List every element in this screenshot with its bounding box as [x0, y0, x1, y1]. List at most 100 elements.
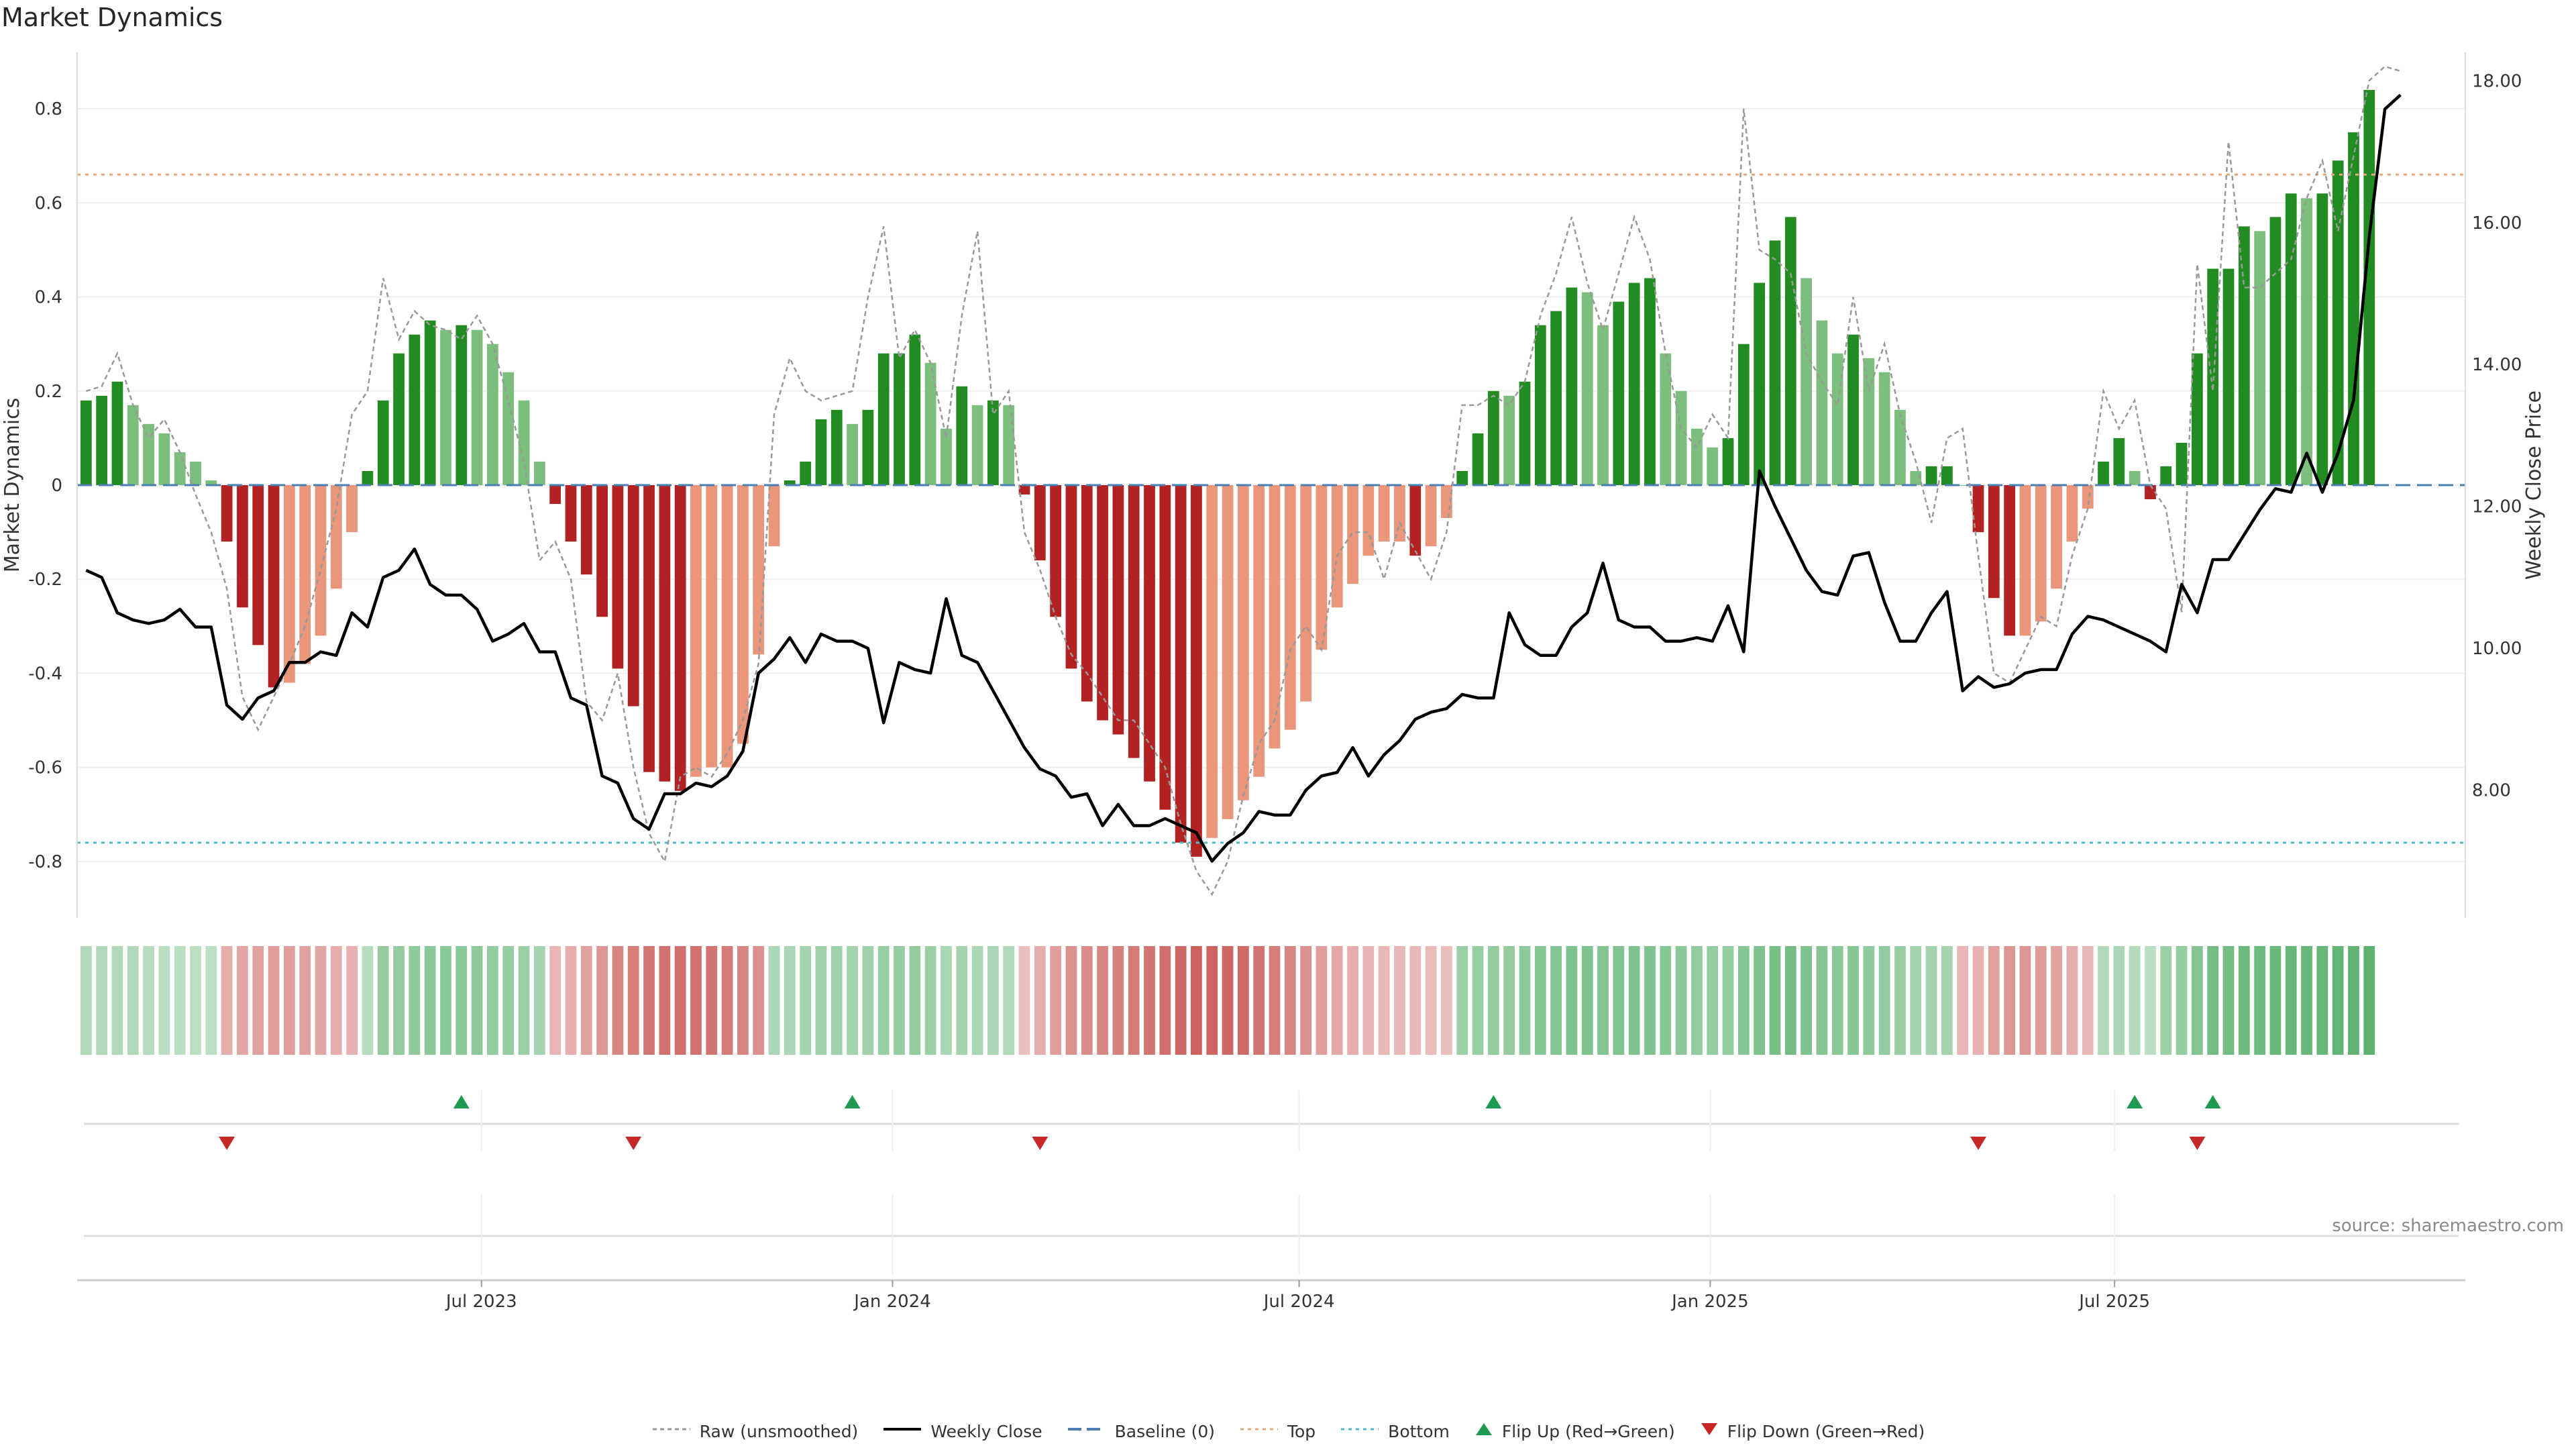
- dynamics-bar: [580, 485, 592, 575]
- y2-axis-label: Weekly Close Price: [2522, 391, 2546, 580]
- y2-tick-label: 8.00: [2472, 781, 2511, 801]
- dynamics-bar: [987, 400, 999, 485]
- legend-item-top: Top: [1239, 1421, 1316, 1441]
- dynamics-bar: [2332, 160, 2344, 485]
- dynamics-bar: [1378, 485, 1390, 542]
- dynamics-bar: [1534, 325, 1546, 485]
- heatmap-cell: [830, 946, 843, 1055]
- heatmap-cell: [1894, 946, 1906, 1055]
- heatmap-cell: [690, 946, 702, 1055]
- dynamics-bar: [1144, 485, 1155, 782]
- dynamics-bar: [96, 395, 108, 485]
- dynamics-bar: [2113, 437, 2125, 485]
- heatmap-cell: [1816, 946, 1828, 1055]
- dynamics-bar: [1988, 485, 2000, 599]
- dynamics-bar: [2191, 353, 2203, 485]
- heatmap-cell: [2332, 946, 2344, 1055]
- y-tick-label: 0.4: [35, 288, 62, 308]
- x-tick-label: Jul 2023: [445, 1292, 517, 1312]
- heatmap-cell: [565, 946, 577, 1055]
- dynamics-bar: [80, 400, 92, 485]
- dynamics-bar: [1065, 485, 1077, 669]
- dynamics-bar: [612, 485, 624, 669]
- heatmap-cell: [815, 946, 827, 1055]
- regime-heatmap: [80, 946, 2375, 1055]
- dynamics-bar: [1112, 485, 1124, 735]
- y-axis-label: Market Dynamics: [1, 398, 24, 573]
- dynamics-bar: [2082, 485, 2094, 509]
- heatmap-cell: [158, 946, 170, 1055]
- heatmap-cell: [1801, 946, 1812, 1055]
- heatmap-cell: [2035, 946, 2047, 1055]
- dynamics-bar: [2269, 217, 2282, 485]
- source-note: source: sharemaestro.com: [2332, 1216, 2564, 1236]
- dynamics-bar: [753, 485, 765, 655]
- x-tick-label: Jan 2024: [853, 1292, 931, 1312]
- lines-layer: [77, 65, 2465, 896]
- dynamics-bar: [143, 423, 154, 485]
- heatmap-cell: [1722, 946, 1734, 1055]
- dynamics-bar: [1081, 485, 1093, 702]
- dynamics-bar: [1737, 344, 1750, 485]
- dynamics-bar: [315, 485, 327, 636]
- dynamics-bar: [2207, 268, 2219, 485]
- dynamics-bar: [174, 452, 186, 485]
- heatmap-cell: [659, 946, 671, 1055]
- heatmap-cell: [1144, 946, 1155, 1055]
- heatmap-cell: [1972, 946, 1984, 1055]
- y-tick-label: 0.8: [35, 99, 62, 119]
- heatmap-cell: [424, 946, 436, 1055]
- heatmap-cell: [393, 946, 405, 1055]
- dynamics-bar: [455, 325, 468, 485]
- dynamics-bar: [1191, 485, 1202, 857]
- heatmap-cell: [1331, 946, 1343, 1055]
- heatmap-cell: [1347, 946, 1358, 1055]
- heatmap-cell: [1300, 946, 1311, 1055]
- dynamics-bar: [1566, 287, 1578, 485]
- dynamics-bar: [1628, 282, 1640, 485]
- dynamics-bar: [971, 405, 983, 485]
- legend-swatch-baseline: [1067, 1421, 1107, 1441]
- heatmap-cell: [941, 946, 952, 1055]
- dynamics-bar: [1206, 485, 1218, 838]
- heatmap-cell: [1707, 946, 1719, 1055]
- heatmap-cell: [111, 946, 123, 1055]
- heatmap-cell: [1081, 946, 1093, 1055]
- heatmap-cell: [1878, 946, 1890, 1055]
- heatmap-cell: [1628, 946, 1640, 1055]
- dynamics-bar: [1003, 405, 1015, 485]
- heatmap-cell: [2269, 946, 2282, 1055]
- flip-down-marker: [1970, 1137, 1987, 1150]
- heatmap-cell: [549, 946, 561, 1055]
- heatmap-cell: [627, 946, 639, 1055]
- dynamics-bar: [1550, 311, 1562, 485]
- dynamics-bar: [1707, 447, 1719, 485]
- heatmap-cell: [1769, 946, 1781, 1055]
- heatmap-cell: [2004, 946, 2016, 1055]
- heatmap-cell: [596, 946, 608, 1055]
- heatmap-cell: [2222, 946, 2235, 1055]
- dynamics-bar: [1831, 353, 1843, 485]
- dynamics-bar: [1644, 278, 1656, 485]
- dynamics-bar: [533, 461, 545, 485]
- dynamics-bar: [237, 485, 248, 608]
- dynamics-bar: [346, 485, 358, 533]
- y2-tick-label: 18.00: [2472, 71, 2522, 91]
- heatmap-cell: [2051, 946, 2062, 1055]
- legend-label: Top: [1287, 1421, 1316, 1441]
- heatmap-cell: [2301, 946, 2312, 1055]
- dynamics-bar: [659, 485, 671, 782]
- heatmap-cell: [2348, 946, 2359, 1055]
- heatmap-cell: [190, 946, 201, 1055]
- dynamics-bar: [2051, 485, 2062, 589]
- dynamics-bar: [924, 362, 936, 485]
- heatmap-cell: [2207, 946, 2219, 1055]
- legend-item-baseline: Baseline (0): [1067, 1421, 1215, 1441]
- dynamics-bar: [549, 485, 561, 505]
- dynamics-bar: [362, 470, 374, 485]
- dynamics-bar: [2019, 485, 2031, 636]
- dynamics-bar: [1816, 320, 1828, 485]
- heatmap-cell: [2113, 946, 2125, 1055]
- dynamics-bar: [1097, 485, 1108, 721]
- heatmap-cell: [1519, 946, 1531, 1055]
